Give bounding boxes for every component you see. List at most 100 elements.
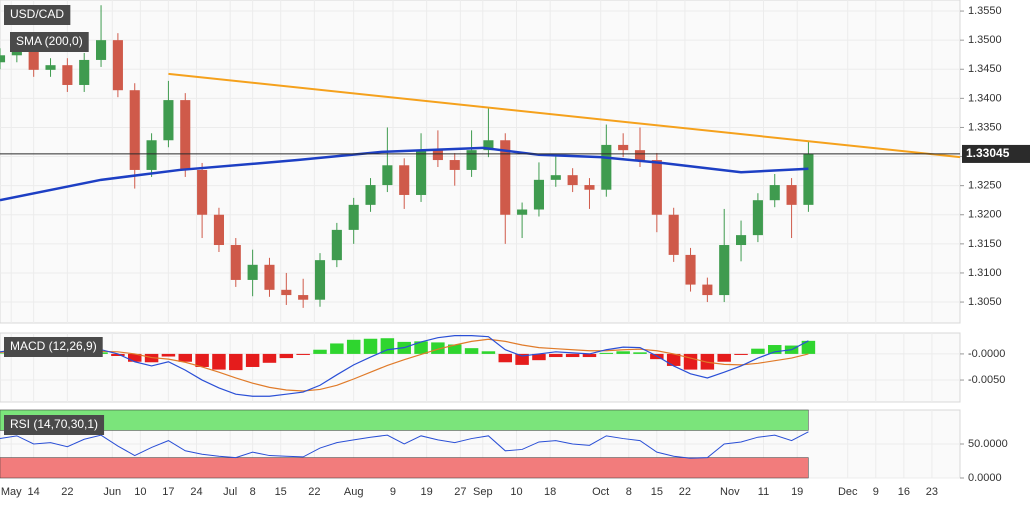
x-tick-label: 23 (926, 486, 938, 498)
candle-body (500, 140, 511, 215)
candle-body (45, 65, 56, 70)
candle-body (197, 169, 208, 215)
macd-bar (515, 353, 529, 365)
y-tick-label: 1.3200 (968, 209, 1002, 221)
panel-title-box (4, 337, 103, 357)
x-tick-label: Jul (223, 486, 237, 498)
overbought-band (0, 409, 809, 431)
macd-bar (296, 353, 310, 355)
y-tick-label: 1.3550 (968, 5, 1002, 17)
y-tick-label: -0.0050 (968, 374, 1005, 386)
macd-bar (481, 351, 496, 354)
panel (0, 0, 961, 324)
candle-body (213, 214, 224, 246)
x-tick-label: 16 (898, 486, 910, 498)
candle-body (230, 245, 241, 280)
candle-body (146, 140, 157, 170)
macd-bar (599, 352, 614, 354)
candle-body (685, 254, 696, 285)
candle-body (129, 90, 140, 170)
trend-line (168, 72, 961, 159)
y-tick-label: 1.3500 (968, 34, 1002, 46)
macd-bar (498, 353, 512, 363)
candle-body (365, 185, 376, 205)
panel-title: RSI (14,70,30,1) (10, 417, 98, 431)
x-tick-label: 24 (190, 486, 202, 498)
x-tick-label: 11 (758, 486, 769, 498)
candle-body (449, 160, 460, 170)
candle-body (314, 260, 326, 300)
macd-bar (178, 353, 192, 362)
candle-body (803, 153, 814, 205)
candle-body (719, 245, 730, 296)
macd-bar (212, 353, 226, 370)
y-tick-label: 1.3150 (968, 238, 1002, 250)
macd-bar (801, 340, 816, 354)
macd-bar (666, 353, 681, 366)
candle-body (281, 289, 292, 296)
candle-body (752, 200, 763, 236)
y-tick-label: 1.3450 (968, 63, 1002, 75)
macd-bar (633, 352, 647, 354)
macd-bar (279, 353, 294, 359)
candle-body (180, 100, 191, 170)
x-tick-label: Aug (344, 486, 364, 498)
macd-bar (717, 353, 731, 362)
candle-body (736, 235, 747, 246)
x-tick-label: Dec (838, 486, 858, 498)
candle-body (62, 65, 73, 85)
candle-body (96, 40, 107, 60)
y-tick-label: 1.3350 (968, 121, 1002, 133)
candle-body (567, 175, 578, 186)
macd-bar (346, 339, 361, 354)
x-tick-label: 19 (791, 486, 803, 498)
macd-bar (448, 344, 462, 354)
x-tick-label: 8 (250, 486, 256, 498)
x-tick-label: 10 (510, 486, 522, 498)
candle-body (786, 185, 797, 205)
candle-body (769, 185, 780, 201)
macd-bar (161, 353, 176, 357)
x-tick-label: 22 (61, 486, 73, 498)
candle-body (550, 175, 561, 180)
x-tick-label: 19 (421, 486, 433, 498)
panel-title-box (10, 32, 89, 52)
candle-body (382, 165, 393, 186)
x-tick-label: 22 (308, 486, 320, 498)
candle-body (163, 100, 174, 141)
x-tick-label: 9 (390, 486, 396, 498)
macd-bar (229, 353, 243, 371)
candle-body (634, 150, 646, 161)
macd-bar (532, 353, 546, 361)
candle-body (416, 150, 427, 195)
macd-bar (464, 348, 479, 354)
x-tick-label: 9 (873, 486, 879, 498)
y-tick-label: 50.0000 (968, 438, 1008, 450)
candle-body (584, 185, 595, 190)
x-tick-label: 8 (626, 486, 632, 498)
candle-body (517, 209, 528, 215)
last-price-box (962, 144, 1030, 163)
candle-body (601, 144, 612, 190)
candle-body (0, 55, 6, 63)
candle-body (702, 284, 713, 296)
candle-body (247, 264, 258, 280)
macd-bar (414, 341, 428, 354)
macd-bar (582, 353, 597, 358)
y-tick-label: 1.3050 (968, 296, 1002, 308)
x-tick-label: 14 (28, 486, 40, 498)
candle-body (112, 40, 123, 91)
macd-bar (128, 353, 142, 362)
y-tick-label: 1.3250 (968, 180, 1002, 192)
macd-bar (330, 343, 344, 354)
macd-line (0, 335, 809, 397)
x-tick-label: 15 (651, 486, 663, 498)
x-tick-label: Nov (720, 486, 740, 498)
macd-bar (549, 353, 563, 358)
x-tick-label: 27 (454, 486, 466, 498)
panel (0, 332, 961, 403)
macd-bar (734, 353, 748, 355)
candle-body (298, 295, 309, 300)
y-tick-label: 0.0000 (968, 472, 1002, 484)
